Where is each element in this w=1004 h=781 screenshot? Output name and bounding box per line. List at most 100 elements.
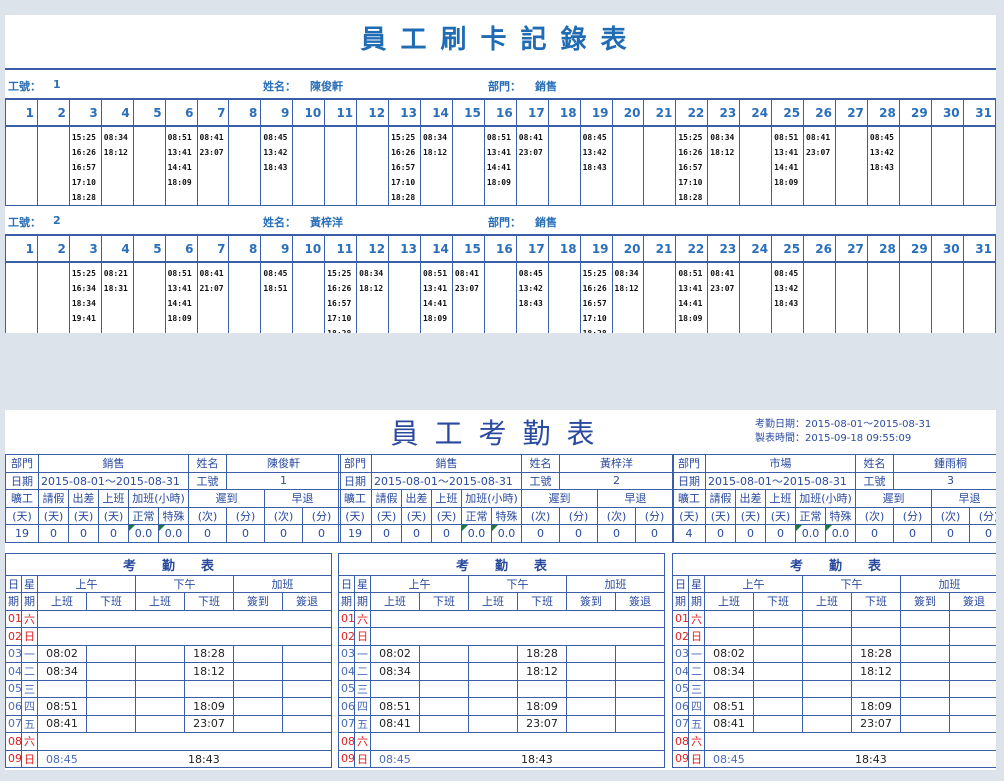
employee-id: 1: [53, 78, 61, 91]
attendance-panel: 部門 銷售 姓名 陳俊軒 日期 2015-08-01～2015-08-31 工號 1 曠工 請假出…: [5, 454, 342, 769]
attendance-panel: 部門 銷售 姓名 黃梓洋 日期 2015-08-01～2015-08-31 工號 2 曠工 請假出…: [337, 454, 675, 769]
weekday: 五: [688, 714, 705, 733]
day-header: 15: [451, 234, 485, 263]
punch-time: 14:41: [167, 299, 192, 308]
punch-time: 13:41: [486, 148, 511, 157]
mins-unit: (分): [559, 506, 599, 525]
overtime-label: 加班(小時): [127, 489, 190, 508]
time-cell: 08:51: [704, 697, 754, 716]
day-number: 05: [338, 679, 355, 698]
stat-value: 0.0: [461, 524, 492, 543]
day-header: 17: [515, 234, 549, 263]
time-cell: [419, 714, 469, 733]
weekday-col-label: 星: [354, 574, 371, 593]
weekday: 六: [21, 609, 38, 628]
punch-cell: [292, 125, 326, 206]
special-unit: 特殊: [157, 506, 190, 525]
weekday: 六: [354, 732, 371, 751]
time-cell: [753, 714, 803, 733]
daily-attendance-table: 考 勤 表日星上午 下午 加班期期上班 下班 上班 下班 簽到 簽退 01 六 02 日 03 一 08:0…: [337, 552, 666, 769]
time-cell: [900, 662, 950, 681]
weekday: 一: [354, 644, 371, 663]
day-header: 10: [292, 98, 326, 127]
date-value: 2015-08-01～2015-08-31: [37, 471, 190, 490]
punch-time: 18:28: [327, 326, 356, 333]
time-cell: [948, 662, 996, 681]
time-cell: [704, 679, 754, 698]
punch-time: 08:34: [103, 133, 128, 142]
id-label: 工號: [521, 471, 561, 490]
time-cell: [614, 679, 666, 698]
time-cell: [135, 679, 185, 698]
day-col-label: 日: [672, 574, 689, 593]
stat-value: 0: [559, 524, 599, 543]
day-header: 28: [866, 98, 900, 127]
special-unit: 特殊: [824, 506, 857, 525]
day-row: 03 一 08:02 18:28: [672, 644, 996, 663]
time-cell: 23:07: [517, 714, 567, 733]
daily-attendance-table: 考 勤 表日星上午 下午 加班期期上班 下班 上班 下班 簽到 簽退 01 六 02 日 03 一 08:0…: [5, 552, 333, 769]
stats-value-row: 19 0 0 0 0.0 0.0 0 0 0 0: [338, 524, 675, 543]
punch-time: 08:34: [710, 133, 735, 142]
times-unit: (次): [855, 506, 895, 525]
day-header: 6: [164, 98, 198, 127]
id-value: 3: [893, 471, 996, 490]
punch-time: 15:25: [327, 269, 352, 278]
day-number: 09: [5, 749, 22, 768]
punch-cell: 08:45 13:42 18:43: [515, 261, 549, 333]
punch-time: 18:12: [614, 284, 639, 293]
punch-table: 1 2 3 4 5 6 7 8 9 10 11 12 13 14 15 16 17 18 19 20 21 22 23 24 2…: [5, 98, 996, 206]
leave-label: 請假: [705, 489, 736, 508]
day-header: 1: [5, 234, 38, 263]
punch-time: 18:09: [422, 314, 448, 323]
punch-cell: 08:41 23:07: [707, 261, 741, 333]
dept-row: 部門 市場 姓名 鍾雨桐: [672, 454, 996, 473]
punch-time: 13:42: [774, 284, 799, 293]
employee-info: 工號： 2 姓名： 黃梓洋 部門： 銷售: [5, 206, 996, 234]
time-cell: [468, 662, 518, 681]
weekday: 三: [354, 679, 371, 698]
day-number: 05: [672, 679, 689, 698]
employee-block: 工號： 1 姓名： 陳俊軒 部門： 銷售 1 2 3 4 5 6 7 8 9 10 11 12 13 14 15 16 17…: [5, 70, 996, 206]
punch-cell: [451, 125, 485, 206]
punch-time: 18:12: [422, 148, 448, 157]
punch-time: 08:51: [422, 269, 448, 278]
day-number: 07: [5, 714, 22, 733]
absent-label: 曠工: [672, 489, 706, 508]
day-header: 29: [898, 98, 932, 127]
stat-value: 0.0: [795, 524, 826, 543]
off-header: 下班: [517, 592, 567, 611]
day-header: 7: [196, 234, 230, 263]
day-header: 20: [611, 234, 645, 263]
day-header: 19: [579, 234, 613, 263]
time-cell: [753, 644, 803, 663]
time-cell: [233, 644, 283, 663]
name-value: 黃梓洋: [559, 454, 675, 473]
punch-cell: 08:51 13:41 14:41 18:09: [771, 125, 805, 206]
punch-cell: 08:21 18:31: [100, 261, 134, 333]
weekday: 三: [688, 679, 705, 698]
time-cell: [135, 644, 185, 663]
punch-time: 18:09: [167, 178, 192, 187]
punch-cell: [866, 261, 900, 333]
time-cell: [753, 697, 803, 716]
punch-cell: [962, 125, 996, 206]
sheet-title: 考 勤 表: [337, 552, 666, 576]
time-cell: [233, 679, 283, 698]
day-header: 13: [388, 234, 421, 263]
day-unit: (天): [98, 506, 129, 525]
time-cell: 08:41: [370, 714, 420, 733]
dept-value: 銷售: [370, 454, 523, 473]
weekday: 日: [688, 749, 705, 768]
name-label: 姓名: [855, 454, 895, 473]
day-number: 08: [672, 732, 689, 751]
punch-time: 15:25: [71, 133, 96, 142]
punch-time: 16:26: [391, 148, 416, 157]
day-row: 08 六: [672, 732, 996, 751]
work-label: 上班: [98, 489, 129, 508]
day-unit: (天): [338, 506, 372, 525]
day-header: 12: [356, 234, 390, 263]
date-label: 日期: [5, 471, 39, 490]
punch-cell: [834, 125, 868, 206]
day-header: 21: [643, 234, 677, 263]
